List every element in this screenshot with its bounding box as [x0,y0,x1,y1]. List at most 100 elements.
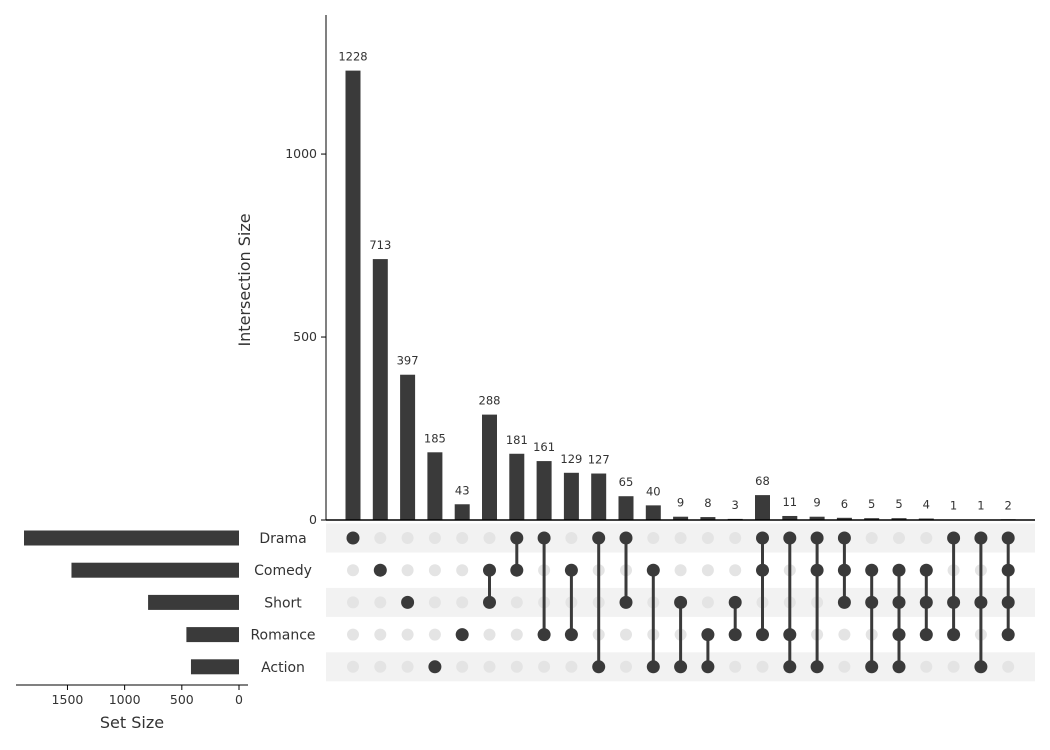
intersection-bar [454,504,470,520]
matrix-dot-active [1001,628,1015,642]
intersection-bar [864,518,880,520]
intersection-bar [809,516,825,520]
matrix-dot-active [701,660,715,674]
intersection-bar [618,496,634,520]
matrix-dot-active [974,660,988,674]
matrix-dot-active [974,531,988,545]
intersection-y-axis: 0 500 1000 [285,15,1035,527]
intersection-bar-label: 11 [782,495,797,509]
matrix-dot-inactive [647,532,660,544]
matrix-dot-active [783,660,797,674]
intersection-bar-label: 2 [1005,498,1012,512]
matrix-dot-active [510,531,524,545]
matrix-dot-inactive [865,532,878,544]
intersection-bar-label: 65 [619,475,634,489]
matrix-dot-inactive [428,596,441,609]
matrix-dot-active [756,563,769,577]
intersection-bar [755,495,770,520]
matrix-dot-inactive [620,628,632,641]
y-axis-title: Intersection Size [235,213,254,346]
matrix-dot-inactive [729,564,742,577]
matrix-dot-active [537,531,551,545]
matrix-dot-active [810,563,824,577]
matrix-dot-active [483,563,496,577]
intersection-bar-label: 40 [646,484,661,498]
intersection-bar [891,518,907,520]
matrix-dot-inactive [456,596,469,609]
matrix-dot-active [483,595,496,609]
matrix-dot-inactive [374,628,387,641]
set-size-bar-short [148,594,239,610]
set-size-bars [24,530,240,675]
intersection-bar [836,517,852,520]
matrix-dot-inactive [729,660,742,673]
set-size-bar-action [190,659,239,675]
matrix-dot-active [646,563,660,577]
matrix-dot-inactive [893,532,905,544]
matrix-dot-active [646,660,660,674]
matrix-dot-active [674,595,688,609]
matrix-dot-inactive [428,532,441,544]
matrix-dot-inactive [347,564,359,577]
intersection-bar-label: 9 [677,496,684,510]
matrix-dot-active [1001,563,1015,577]
matrix-dot-inactive [674,532,687,544]
matrix-dot-active [728,595,742,609]
matrix-dot-active [974,595,988,609]
matrix-dot-active [592,660,606,674]
matrix-dot-inactive [701,532,714,544]
matrix-dot-inactive [483,532,496,544]
matrix-dot-inactive [374,596,387,609]
matrix-dot-inactive [947,660,960,673]
matrix-dot-active [783,531,797,545]
matrix-dot-inactive [510,660,523,673]
matrix-dot-active [837,531,851,545]
matrix-dot-inactive [701,596,714,609]
set-size-axis-title: Set Size [100,713,164,732]
matrix-dot-active [564,563,578,577]
matrix-dot-inactive [538,660,551,673]
matrix-dot-active [537,628,551,642]
matrix-dot-inactive [401,628,414,641]
matrix-dot-inactive [756,660,769,673]
matrix-dot-active [728,628,742,642]
intersection-bar [372,259,388,520]
matrix-dot-inactive [401,564,414,577]
matrix-dot-inactive [428,564,441,577]
y-tick-label: 500 [293,329,317,344]
matrix-dot-inactive [456,564,469,577]
intersection-bar [673,516,689,520]
intersection-bar-label: 9 [813,496,820,510]
matrix-dot-active [892,595,906,609]
matrix-dot-inactive [838,628,851,641]
matrix-dot-inactive [347,660,359,673]
matrix-dot-active [810,660,824,674]
intersection-bar [782,515,798,520]
matrix-dot-active [892,660,906,674]
matrix-dot-inactive [920,660,933,673]
matrix-dot-active [401,595,415,609]
matrix-dot-inactive [510,628,523,641]
intersection-bar-label: 129 [560,452,582,466]
set-size-tick-label: 1500 [52,692,84,707]
intersection-bar-label: 43 [455,483,470,497]
matrix-dot-inactive [1002,660,1015,673]
matrix-dot-active [701,628,715,642]
intersection-bar [591,473,607,520]
matrix-dot-active [919,628,933,642]
set-label-romance: Romance [250,628,315,644]
intersection-bar [427,452,443,520]
intersection-bar-label: 68 [755,474,770,488]
matrix-dot-active [919,595,933,609]
set-size-bar-drama [24,530,240,546]
matrix-dot-active [428,660,442,674]
intersection-bar-label: 127 [588,453,610,467]
intersection-bar-label: 8 [704,496,711,510]
matrix-dot-active [947,628,961,642]
matrix-dot-active [865,563,879,577]
matrix-dot-active [837,563,851,577]
matrix-dot-inactive [483,660,496,673]
intersection-bar-label: 161 [533,440,555,454]
matrix-dot-inactive [729,532,742,544]
